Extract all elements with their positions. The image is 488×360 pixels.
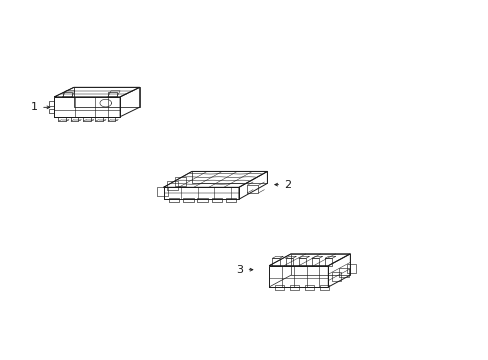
Text: 1: 1	[31, 102, 38, 112]
Text: 3: 3	[236, 265, 243, 275]
Text: 2: 2	[284, 180, 291, 190]
